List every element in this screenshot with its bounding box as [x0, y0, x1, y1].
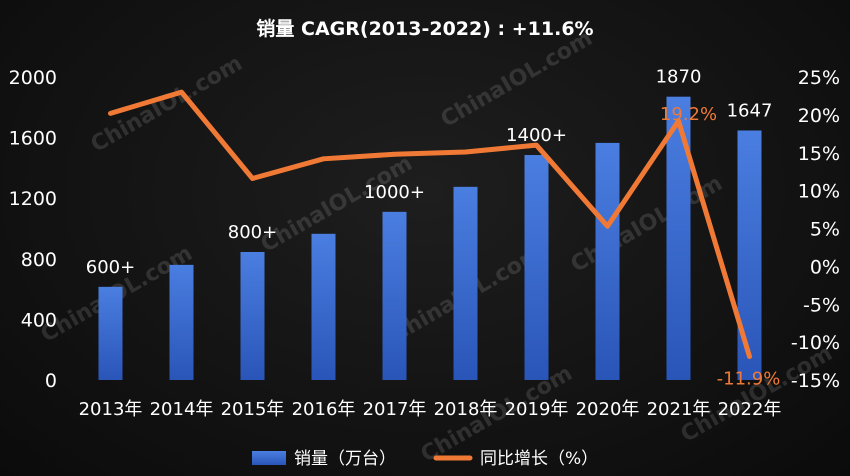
bar-annotation: 600+: [86, 257, 135, 278]
line-value-label: 19.2%: [660, 104, 717, 125]
chart-title: 销量 CAGR(2013-2022) : +11.6%: [256, 17, 593, 40]
annotations: 600+ 800+ 1000+ 1400+ 1870 1647 19.2% -11.9%: [86, 67, 781, 390]
line-value-label: -11.9%: [717, 369, 781, 390]
bar-2021年: [666, 96, 691, 380]
y-right-tick: -10%: [791, 332, 840, 354]
bar-annotation: 1870: [656, 67, 702, 88]
bar-2020年: [595, 142, 620, 380]
y-right-tick: 0%: [810, 256, 840, 278]
bar-2017年: [382, 211, 407, 380]
x-tick: 2019年: [505, 399, 569, 420]
y-right-tick: 20%: [798, 105, 840, 127]
left-axis: 0 400 800 1200 1600 2000: [9, 67, 57, 392]
y-left-tick: 400: [21, 309, 57, 331]
y-right-tick: -5%: [803, 294, 840, 316]
y-right-tick: 10%: [798, 181, 840, 203]
y-right-tick: 5%: [810, 219, 840, 241]
watermark-text: ChinaIOL.com: [437, 26, 597, 133]
legend-label-line: 同比增长（%）: [480, 449, 598, 469]
x-tick: 2015年: [221, 399, 285, 420]
bar-2015年: [240, 251, 265, 380]
bar-2018年: [453, 186, 478, 380]
y-left-tick: 1600: [9, 128, 57, 150]
x-tick: 2014年: [150, 399, 214, 420]
y-left-tick: 800: [21, 249, 57, 271]
bar-annotation: 1400+: [506, 125, 567, 146]
y-right-tick: 25%: [798, 67, 840, 89]
legend: 销量（万台） 同比增长（%）: [252, 449, 598, 469]
x-axis: 2013年 2014年 2015年 2016年 2017年 2018年 2019年 2020年…: [79, 399, 782, 420]
bar-annotation: 1000+: [364, 182, 425, 203]
bar-2016年: [311, 233, 336, 380]
legend-label-bar: 销量（万台）: [294, 449, 396, 469]
growth-line: [108, 89, 752, 360]
x-tick: 2021年: [647, 399, 711, 420]
x-tick: 2016年: [292, 399, 356, 420]
bar-2022年: [737, 130, 762, 380]
x-tick: 2020年: [576, 399, 640, 420]
x-tick: 2013年: [79, 399, 143, 420]
right-axis: -15% -10% -5% 0% 5% 10% 15% 20% 25%: [791, 67, 840, 392]
line-series: [108, 89, 752, 360]
y-left-tick: 1200: [9, 188, 57, 210]
y-right-tick: 15%: [798, 143, 840, 165]
y-right-tick: -15%: [791, 370, 840, 392]
bar-2019年: [524, 155, 549, 380]
bar-series: [98, 96, 762, 380]
bar-2013年: [98, 286, 123, 380]
y-left-tick: 0: [45, 370, 57, 392]
bar-annotation: 1647: [727, 100, 773, 121]
x-tick: 2017年: [363, 399, 427, 420]
x-tick: 2018年: [434, 399, 498, 420]
watermark-text: ChinaIOL.com: [567, 171, 727, 278]
bar-2014年: [169, 264, 194, 380]
x-tick: 2022年: [718, 399, 782, 420]
y-left-tick: 2000: [9, 67, 57, 89]
legend-swatch-bar: [252, 451, 286, 465]
bar-annotation: 800+: [228, 222, 277, 243]
